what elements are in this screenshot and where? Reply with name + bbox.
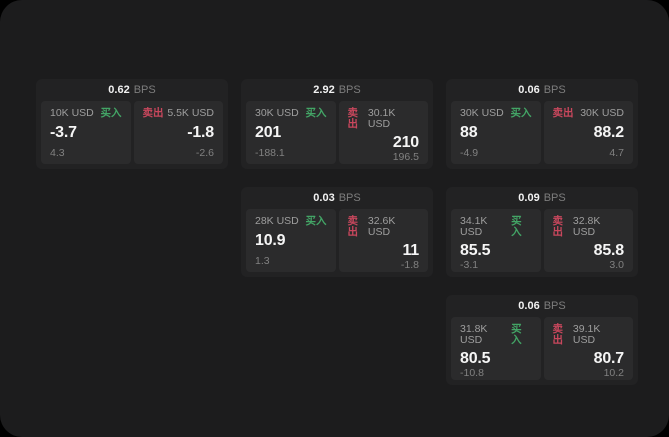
buy-side-label: 买入 — [100, 107, 122, 119]
spread-header: 2.92 BPS — [241, 79, 433, 101]
quote-card: 0.06 BPS 31.8K USD 买入 80.5 -10.8 卖出 39.1… — [446, 295, 638, 385]
buy-sub-value: 4.3 — [50, 146, 65, 159]
buy-sub-value: -188.1 — [255, 146, 285, 159]
spread-header: 0.62 BPS — [36, 79, 228, 101]
sell-side-label: 卖出 — [552, 215, 564, 238]
quote-card: 2.92 BPS 30K USD 买入 201 -188.1 卖出 30.1K … — [241, 79, 433, 169]
spread-unit: BPS — [338, 83, 361, 96]
buy-sub-value: -3.1 — [460, 258, 479, 271]
spread-unit: BPS — [543, 83, 566, 96]
spread-value: 0.09 — [518, 191, 540, 204]
spread-value: 2.92 — [313, 83, 335, 96]
buy-side-label: 买入 — [511, 323, 522, 346]
sell-sub-value: 4.7 — [609, 146, 624, 159]
spread-header: 0.06 BPS — [446, 79, 638, 101]
sell-sub-value: 196.5 — [392, 150, 419, 163]
sell-panel[interactable]: 卖出 5.5K USD -1.8 -2.6 — [133, 101, 223, 164]
spread-unit: BPS — [133, 83, 156, 96]
sell-panel[interactable]: 卖出 32.6K USD 11 -1.8 — [338, 209, 428, 272]
sell-side-label: 卖出 — [142, 107, 164, 119]
buy-size: 30K USD — [460, 107, 504, 119]
sell-sub-value: 10.2 — [603, 366, 624, 379]
buy-size: 10K USD — [50, 107, 94, 119]
spread-unit: BPS — [543, 299, 566, 312]
quote-card: 0.06 BPS 30K USD 买入 88 -4.9 卖出 30K USD 8… — [446, 79, 638, 169]
sell-size: 39.1K USD — [572, 323, 601, 346]
sell-price: 85.8 — [593, 242, 625, 259]
spread-unit: BPS — [543, 191, 566, 204]
sell-size: 30K USD — [580, 107, 624, 119]
sell-sub-value: -2.6 — [195, 146, 214, 159]
sell-price: 11 — [402, 242, 419, 259]
buy-panel[interactable]: 28K USD 买入 10.9 1.3 — [246, 209, 336, 272]
sell-size: 30.1K USD — [367, 107, 396, 130]
buy-side-label: 买入 — [305, 215, 327, 227]
quote-card: 0.09 BPS 34.1K USD 买入 85.5 -3.1 卖出 32.8K… — [446, 187, 638, 277]
spread-header: 0.06 BPS — [446, 295, 638, 317]
buy-sub-value: -4.9 — [460, 146, 479, 159]
sell-size: 32.8K USD — [572, 215, 601, 238]
buy-sub-value: -10.8 — [460, 366, 484, 379]
buy-price: 10.9 — [255, 231, 286, 249]
sell-price: 210 — [392, 134, 419, 151]
buy-panel[interactable]: 10K USD 买入 -3.7 4.3 — [41, 101, 131, 164]
sell-side-label: 卖出 — [552, 323, 564, 346]
buy-price: -3.7 — [50, 123, 77, 141]
sell-panel[interactable]: 卖出 30K USD 88.2 4.7 — [543, 101, 633, 164]
buy-side-label: 买入 — [510, 107, 532, 119]
sell-sub-value: 3.0 — [609, 258, 624, 271]
buy-side-label: 买入 — [305, 107, 327, 119]
sell-size: 5.5K USD — [167, 107, 214, 119]
spread-unit: BPS — [338, 191, 361, 204]
sell-side-label: 卖出 — [552, 107, 574, 119]
buy-side-label: 买入 — [511, 215, 522, 238]
spread-value: 0.62 — [108, 83, 130, 96]
spread-header: 0.03 BPS — [241, 187, 433, 209]
spread-value: 0.06 — [518, 83, 540, 96]
buy-size: 34.1K USD — [460, 215, 488, 238]
sell-side-label: 卖出 — [347, 107, 359, 130]
buy-panel[interactable]: 34.1K USD 买入 85.5 -3.1 — [451, 209, 541, 272]
buy-size: 30K USD — [255, 107, 299, 119]
buy-panel[interactable]: 30K USD 买入 201 -188.1 — [246, 101, 336, 164]
sell-panel[interactable]: 卖出 32.8K USD 85.8 3.0 — [543, 209, 633, 272]
quote-card: 0.03 BPS 28K USD 买入 10.9 1.3 卖出 32.6K US… — [241, 187, 433, 277]
buy-size: 28K USD — [255, 215, 299, 227]
buy-size: 31.8K USD — [460, 323, 488, 346]
quote-card: 0.62 BPS 10K USD 买入 -3.7 4.3 卖出 5.5K USD… — [36, 79, 228, 169]
buy-price: 201 — [255, 123, 282, 141]
sell-price: -1.8 — [187, 123, 214, 141]
buy-price: 88 — [460, 123, 478, 141]
buy-panel[interactable]: 30K USD 买入 88 -4.9 — [451, 101, 541, 164]
sell-sub-value: -1.8 — [400, 258, 419, 271]
buy-sub-value: 1.3 — [255, 254, 270, 267]
sell-price: 88.2 — [593, 123, 625, 141]
sell-price: 80.7 — [593, 350, 625, 367]
sell-panel[interactable]: 卖出 39.1K USD 80.7 10.2 — [543, 317, 633, 380]
spread-value: 0.06 — [518, 299, 540, 312]
spread-header: 0.09 BPS — [446, 187, 638, 209]
spread-value: 0.03 — [313, 191, 335, 204]
sell-size: 32.6K USD — [367, 215, 396, 238]
buy-panel[interactable]: 31.8K USD 买入 80.5 -10.8 — [451, 317, 541, 380]
sell-side-label: 卖出 — [347, 215, 359, 238]
sell-panel[interactable]: 卖出 30.1K USD 210 196.5 — [338, 101, 428, 164]
buy-price: 80.5 — [460, 350, 491, 367]
buy-price: 85.5 — [460, 242, 491, 259]
